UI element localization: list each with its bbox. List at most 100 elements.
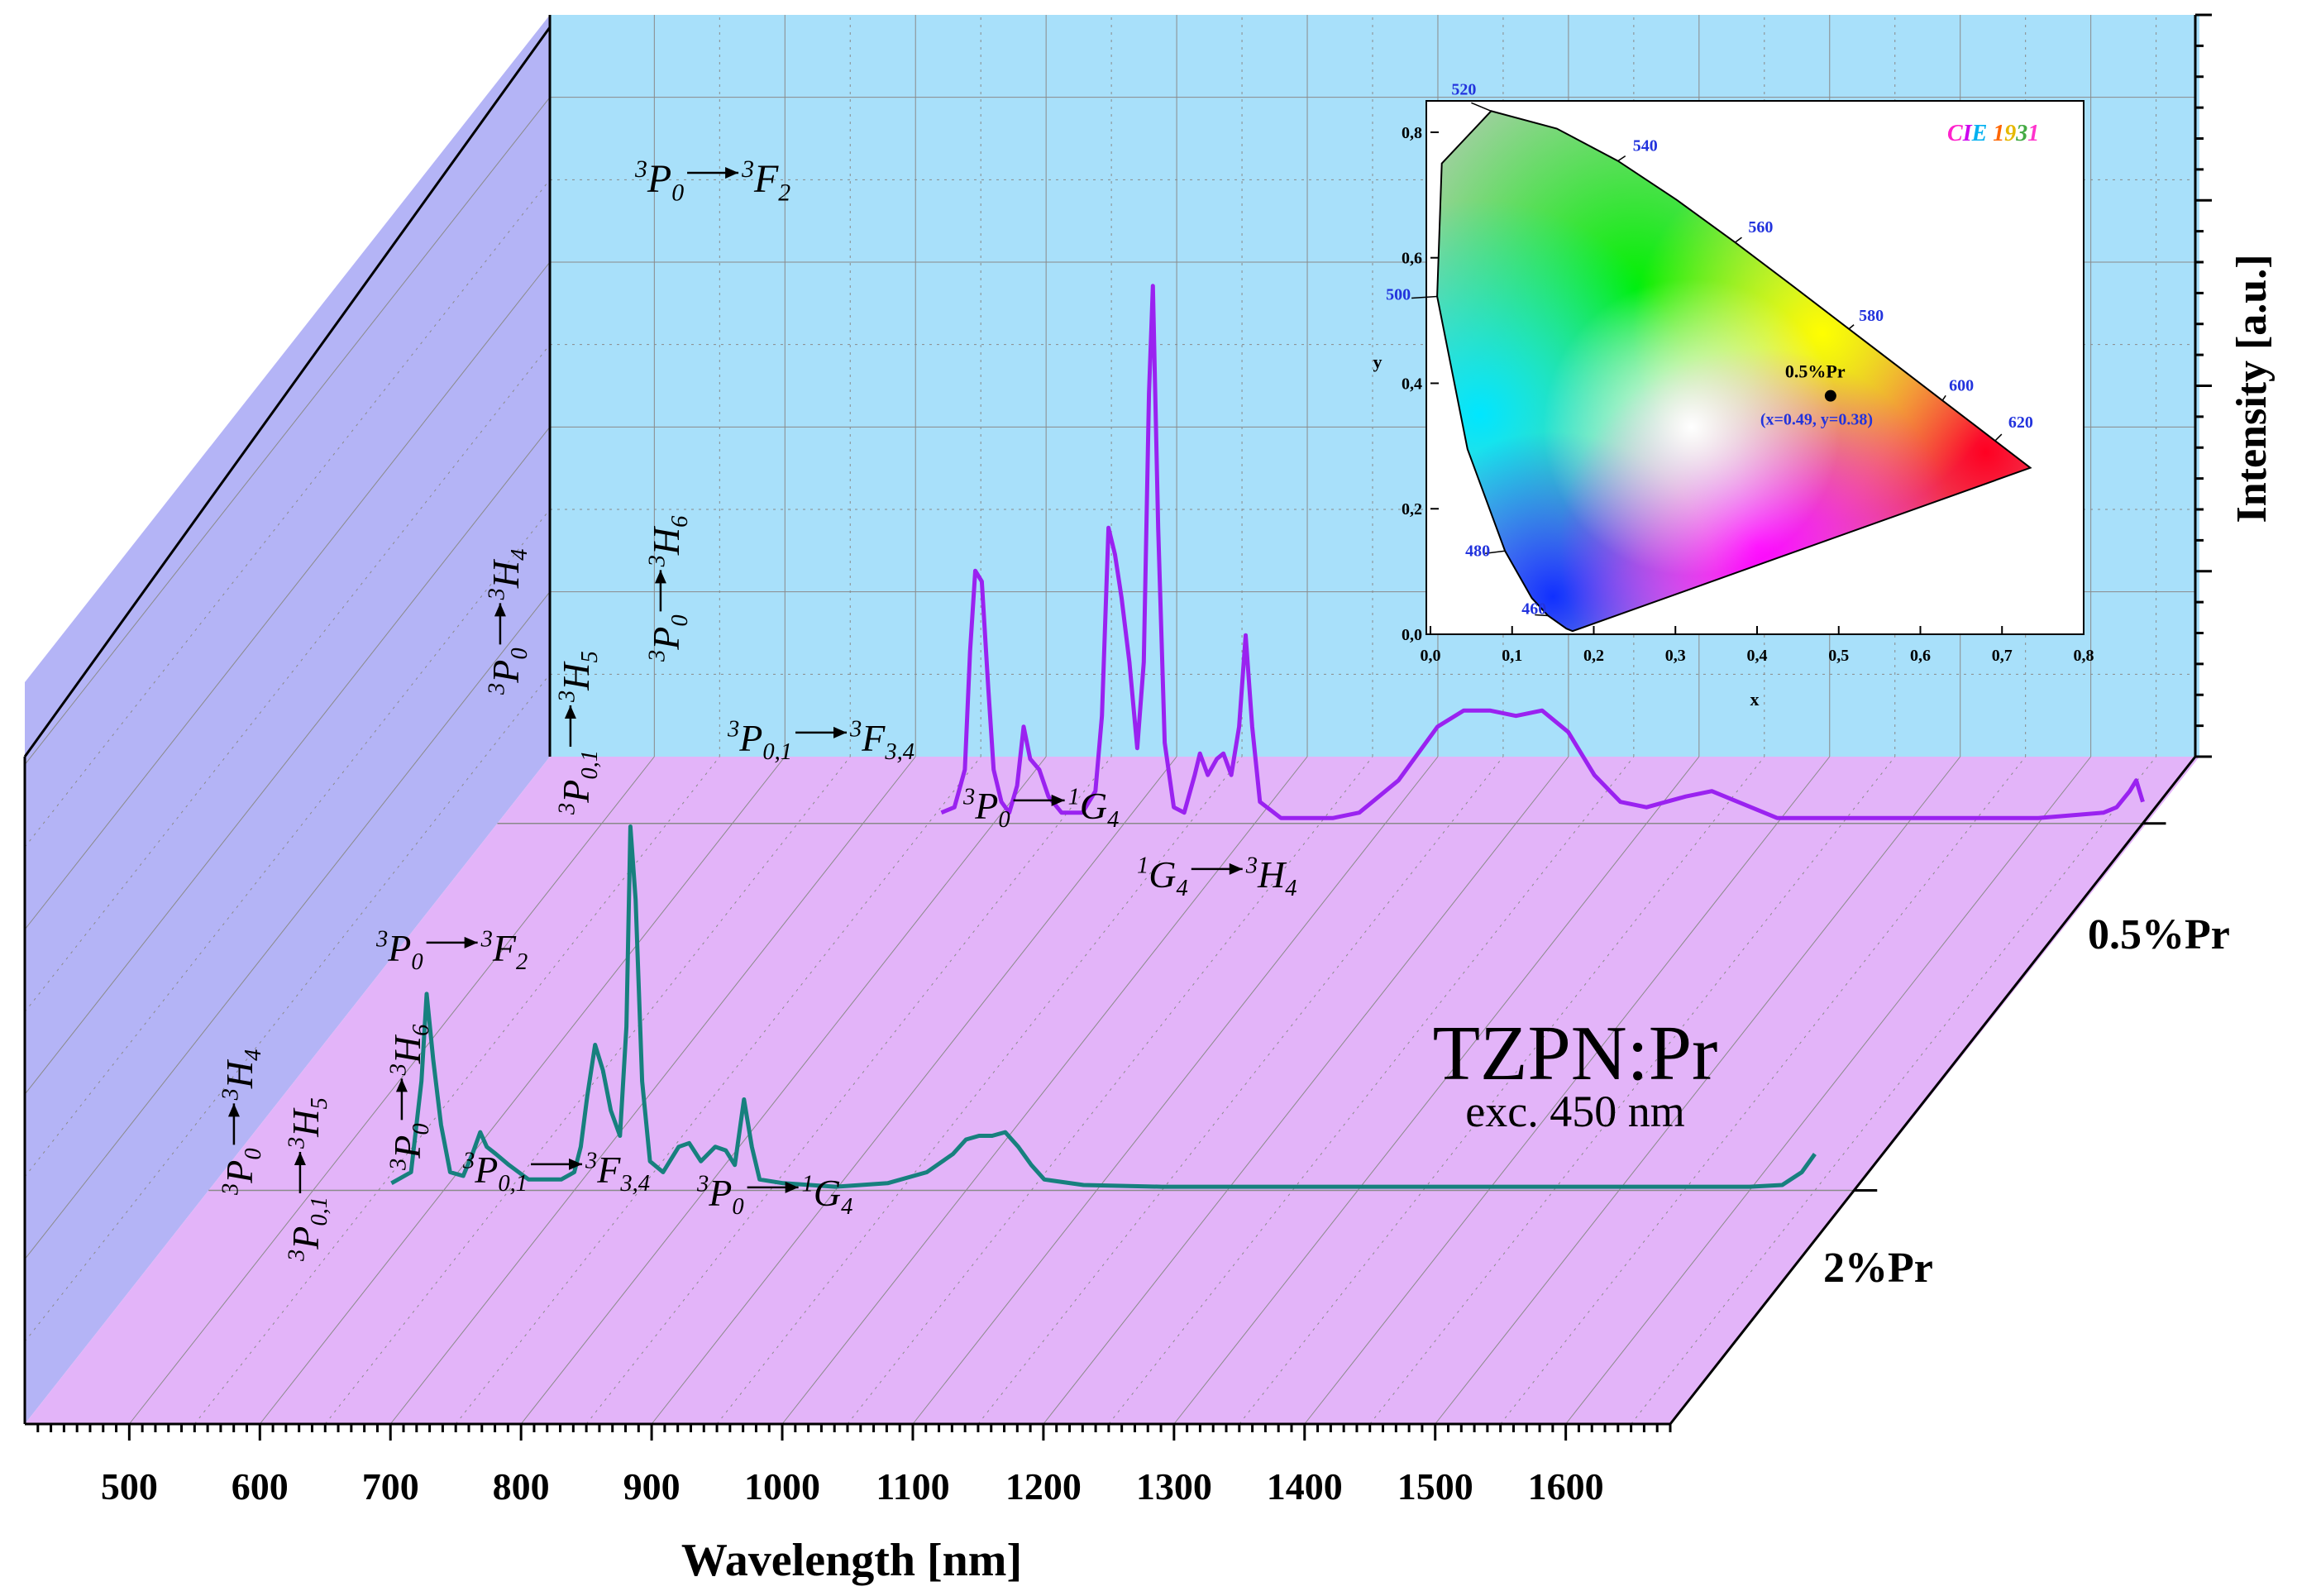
cie-x-label: x [1750,689,1760,710]
svg-text:3H5: 3H5 [555,651,604,703]
cie-point-coordinates: (x=0.49, y=0.38) [1760,411,1873,429]
annotation-s05_b: 3P0,1 3H5 [555,651,604,815]
annotation-s05_c: 3P0 3H6 [645,515,694,662]
x-tick-label: 1300 [1136,1465,1212,1508]
x-tick-label: 1100 [876,1465,949,1508]
cie-x-tick-label: 0,8 [2074,647,2094,665]
cie-wavelength-label: 500 [1386,285,1411,303]
svg-text:1G4: 1G4 [1068,785,1120,834]
annotation-s05_g: 1G4 3H4 [1137,853,1297,902]
svg-text:3H4: 3H4 [1245,853,1297,902]
series-label-2pr: 2%Pr [1823,1245,1933,1292]
x-tick-label: 1200 [1005,1465,1082,1508]
svg-text:3H6: 3H6 [645,515,694,568]
svg-text:3P0,1: 3P0,1 [284,1197,333,1262]
svg-text:3P0,1: 3P0,1 [555,750,604,815]
x-tick-labels: 500 600 700 800 900 1000 1100 1200 1300 1400 1500 1… [101,1465,1604,1508]
floor-plane [25,757,2199,1424]
x-tick-label: 1000 [744,1465,820,1508]
cie-tick-labels: 0,0 0,1 0,2 0,3 0,4 0,5 0,6 0,7 0,8 0,0 0,2 0,4 0,6 0… [1402,124,2094,665]
box-frame [23,13,2212,1441]
cie-title: CIE 1931 [1947,121,2039,146]
annotation-s2_c: 3P0 3H6 [386,1024,435,1171]
series-label-05pr: 0.5%Pr [2088,911,2230,958]
cie-wavelength-label: 580 [1859,307,1884,325]
cie-x-tick-label: 0,4 [1747,647,1768,665]
svg-text:3H6: 3H6 [386,1024,435,1077]
svg-text:1G4: 1G4 [1137,853,1188,902]
annotation-s05_e: 3P0,1 3F3,4 [727,717,915,766]
cie-wavelength-label: 620 [2008,413,2033,432]
x-tick-label: 600 [232,1465,289,1508]
chart-title: TZPN:Pr [1433,1011,1718,1097]
svg-text:3F3,4: 3F3,4 [585,1149,650,1197]
cie-point-label: 0.5%Pr [1785,361,1846,382]
series-line-2Pr [390,824,1817,1189]
svg-text:3P0: 3P0 [218,1148,267,1196]
cie-wavelength-label: 560 [1748,218,1773,237]
svg-text:3F2: 3F2 [741,155,790,207]
svg-text:3P0: 3P0 [645,614,694,662]
series-line-05Pr [940,284,2145,820]
annotation-s2_f: 3P0 1G4 [696,1172,852,1221]
svg-text:3P0: 3P0 [696,1172,744,1221]
cie-inset: 0,0 0,1 0,2 0,3 0,4 0,5 0,6 0,7 0,8 0,0 0,2 0,4 0,6 0… [1373,80,2094,710]
cie-x-tick-label: 0,3 [1665,647,1686,665]
x-tick-label: 1600 [1528,1465,1604,1508]
side-wall [25,15,550,1424]
annotation-s2_b: 3P0,1 3H5 [284,1097,333,1262]
annotation-s05_a: 3P0 3H4 [485,549,533,695]
cie-x-tick-label: 0,1 [1502,647,1522,665]
cie-wavelength-label: 520 [1451,80,1476,98]
cie-wavelength-label: 480 [1465,542,1490,560]
x-tick-label: 500 [101,1465,158,1508]
svg-text:3P0: 3P0 [386,1123,435,1171]
svg-text:3H4: 3H4 [485,549,533,601]
svg-text:3P0,1: 3P0,1 [727,717,792,766]
cie-x-tick-label: 0,2 [1583,647,1604,665]
cie-y-tick-label: 0,8 [1402,124,1422,142]
svg-text:3F3,4: 3F3,4 [849,717,915,766]
cie-spectral-locus [1436,110,2032,633]
annotation-s05_f: 3P0 1G4 [962,785,1119,834]
x-tick-label: 1400 [1267,1465,1343,1508]
cie-y-tick-label: 0,0 [1402,626,1422,644]
svg-text:3F2: 3F2 [480,927,528,976]
cie-y-tick-label: 0,6 [1402,250,1422,268]
x-tick-label: 700 [362,1465,419,1508]
svg-text:3P0,1: 3P0,1 [462,1149,528,1197]
cie-wavelength-label: 600 [1949,376,1974,394]
svg-text:3H5: 3H5 [284,1097,333,1149]
annotation-s2_d: 3P0 3F2 [375,927,528,976]
x-tick-label: 1500 [1397,1465,1473,1508]
svg-text:3H4: 3H4 [218,1049,267,1101]
svg-text:3P0: 3P0 [962,785,1010,834]
spectra [390,284,2145,1189]
x-tick-label: 900 [623,1465,681,1508]
x-tick-label: 800 [493,1465,550,1508]
cie-y-tick-label: 0,2 [1402,500,1422,518]
cie-plot-frame [1425,100,2084,635]
svg-text:3P0: 3P0 [375,927,423,976]
transition-annotations: 3P0 3H4 3P0,1 3H5 3P0 3H6 3P0 3F2 3P0,1 3F3,4 3P0 1… [218,155,1297,1262]
cie-y-tick-label: 0,4 [1402,375,1422,393]
annotation-s2_e: 3P0,1 3F3,4 [462,1149,650,1197]
svg-text:3P0: 3P0 [485,647,533,695]
svg-text:3P0: 3P0 [634,155,684,207]
cie-wavelength-label: 540 [1633,137,1658,155]
cie-x-tick-label: 0,5 [1828,647,1849,665]
x-axis-label: Wavelength [nm] [681,1535,1022,1586]
cie-point-05pr [1824,389,1836,402]
annotation-s2_a: 3P0 3H4 [218,1049,267,1196]
cie-y-label: y [1373,351,1382,372]
cie-x-tick-label: 0,0 [1421,647,1441,665]
svg-text:1G4: 1G4 [802,1172,853,1221]
cie-x-tick-label: 0,7 [1992,647,2013,665]
y-axis-label: Intensity [a.u.] [2228,254,2276,523]
cie-wavelength-labels: 460 480 500 520 540 560 580 600 620 [1386,80,2033,618]
annotation-s05_d: 3P0 3F2 [634,155,790,207]
chart-subtitle: exc. 450 nm [1465,1087,1684,1136]
cie-wavelength-label: 460 [1521,600,1546,618]
cie-x-tick-label: 0,6 [1910,647,1931,665]
